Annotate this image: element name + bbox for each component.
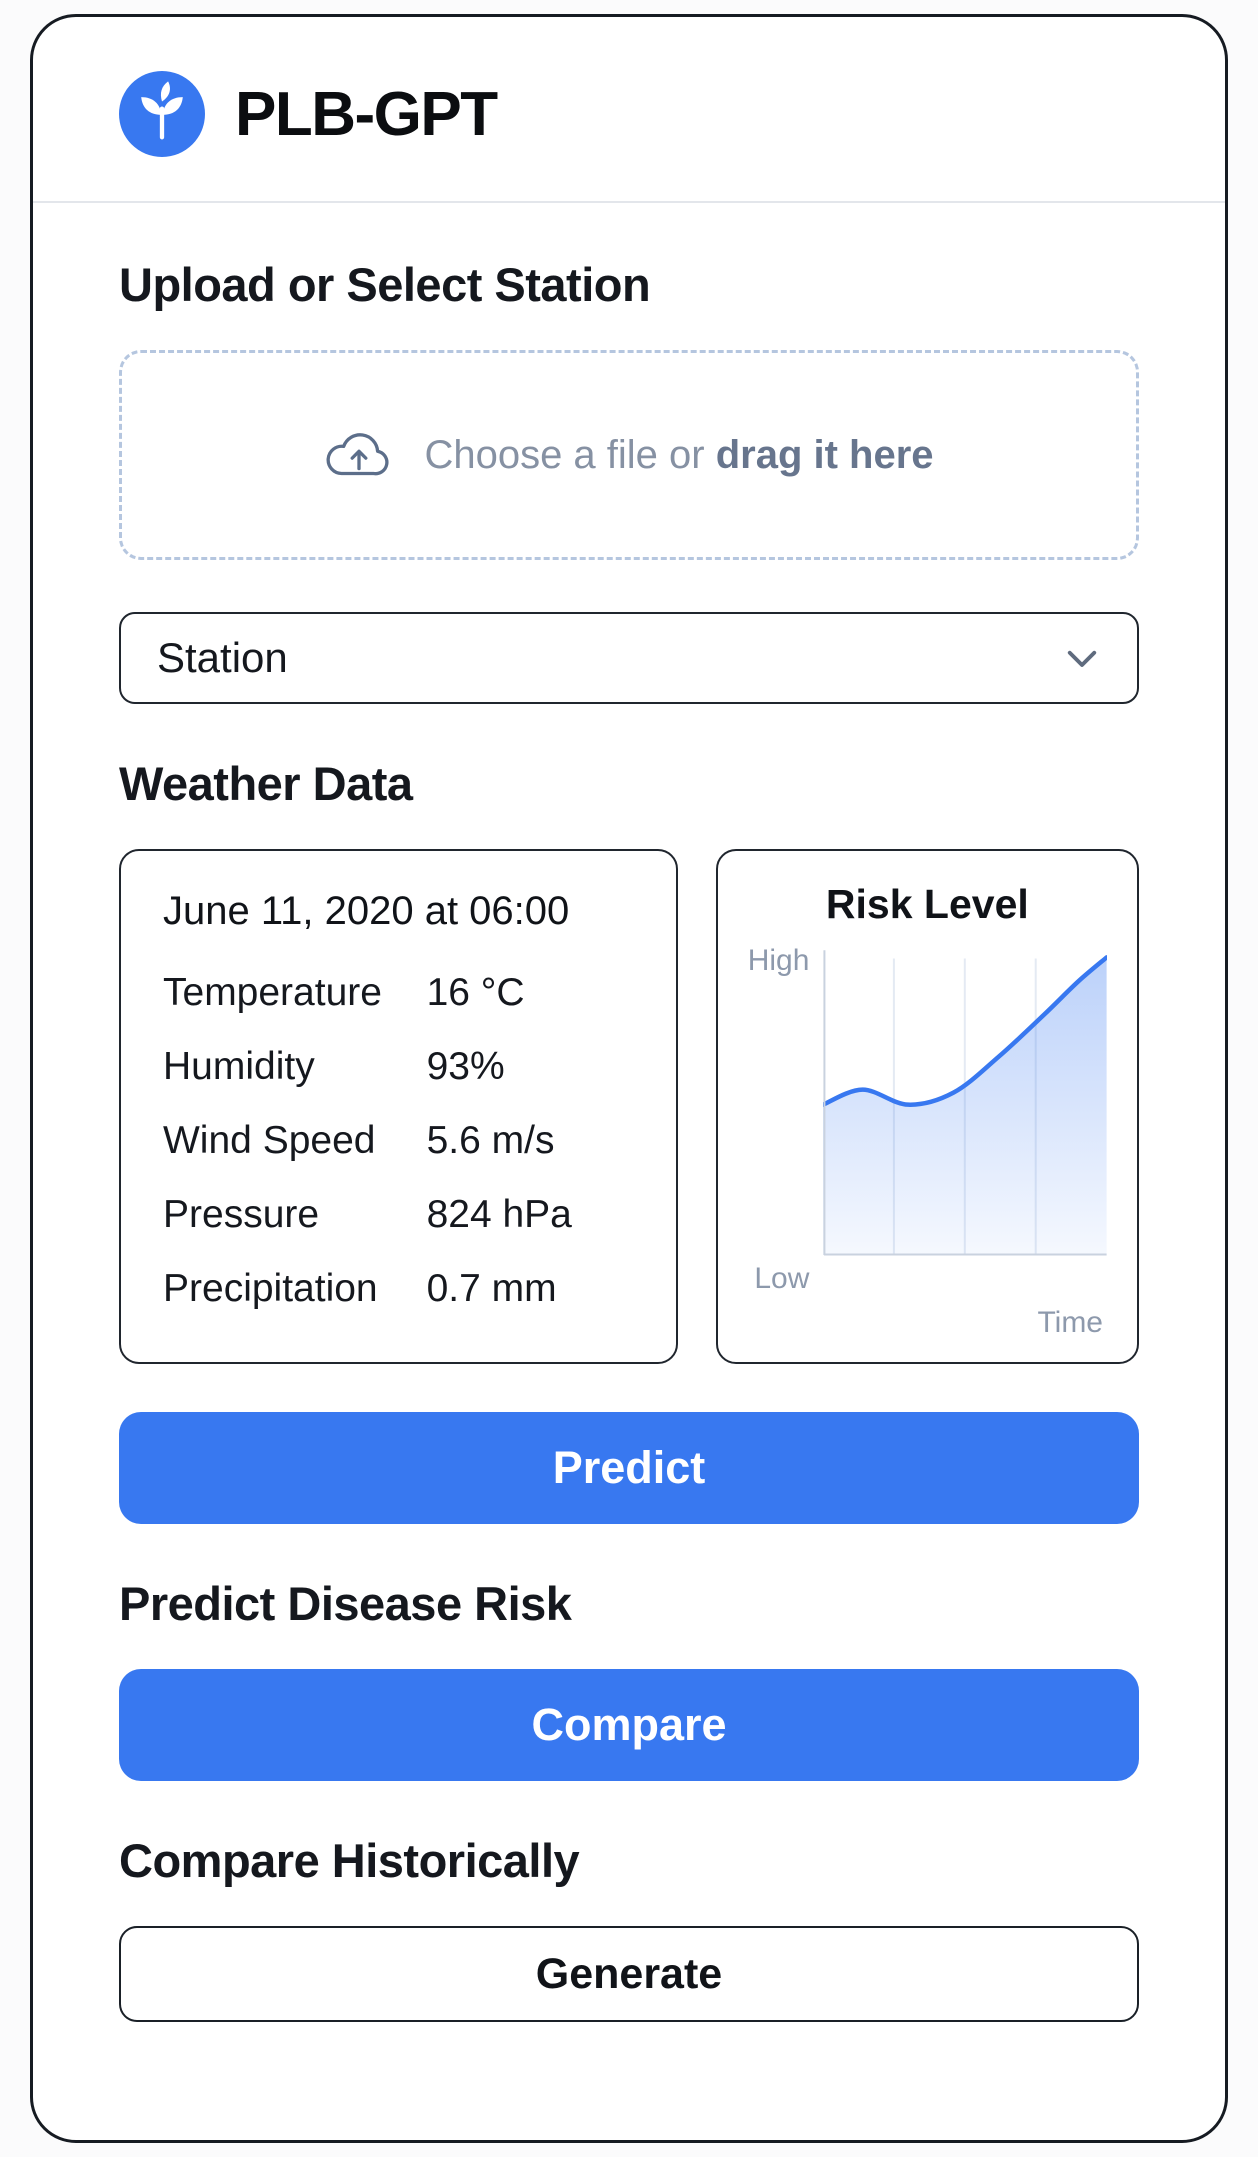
metric-row: Wind Speed 5.6 m/s	[163, 1104, 634, 1178]
dropzone-label: Choose a file or drag it here	[424, 433, 933, 478]
generate-button[interactable]: Generate	[119, 1926, 1139, 2022]
metric-row: Humidity 93%	[163, 1030, 634, 1104]
metric-value: 0.7 mm	[426, 1267, 557, 1310]
cloud-upload-icon	[326, 433, 389, 476]
dropzone-label-bold: drag it here	[715, 432, 934, 477]
compare-section-heading: Compare Historically	[119, 1834, 580, 1887]
x-label-time: Time	[1037, 1306, 1103, 1339]
predict-button[interactable]: Predict	[119, 1412, 1139, 1524]
weather-data-card: June 11, 2020 at 06:00 Temperature 16 °C…	[119, 849, 678, 1364]
y-label-high: High	[747, 944, 810, 977]
file-dropzone[interactable]: Choose a file or drag it here	[119, 350, 1139, 560]
metric-value: 93%	[426, 1045, 505, 1088]
station-select[interactable]: Station	[119, 612, 1139, 704]
app-header: PLB-GPT	[33, 17, 1225, 201]
metric-label: Temperature	[163, 971, 382, 1014]
metric-label: Wind Speed	[163, 1119, 376, 1162]
risk-chart-y-axis: High Low	[748, 944, 824, 1296]
risk-chart-plot	[823, 944, 1107, 1256]
weather-timestamp: June 11, 2020 at 06:00	[163, 889, 570, 933]
station-select-value: Station	[157, 634, 288, 681]
risk-chart: High Low	[748, 944, 1107, 1340]
metric-label: Pressure	[163, 1193, 320, 1236]
risk-area	[823, 957, 1107, 1255]
chevron-down-icon	[1067, 650, 1097, 667]
metric-row: Precipitation 0.7 mm	[163, 1252, 634, 1326]
metric-value: 5.6 m/s	[426, 1119, 555, 1162]
header-divider	[33, 201, 1225, 203]
risk-line	[823, 957, 1107, 1104]
app-logo-plant-icon	[119, 71, 205, 157]
app-title: PLB-GPT	[235, 79, 498, 149]
compare-button[interactable]: Compare	[119, 1669, 1139, 1781]
metric-label: Precipitation	[163, 1267, 378, 1310]
dropzone-label-regular: Choose a file or	[424, 432, 716, 477]
weather-section-heading: Weather Data	[119, 757, 413, 810]
metric-label: Humidity	[163, 1045, 315, 1088]
predict-section-heading: Predict Disease Risk	[119, 1577, 572, 1630]
risk-level-card: Risk Level High Low	[715, 849, 1139, 1364]
y-label-low: Low	[754, 1262, 810, 1295]
metric-row: Pressure 824 hPa	[163, 1178, 634, 1252]
metric-value: 16 °C	[426, 971, 525, 1014]
weather-row: June 11, 2020 at 06:00 Temperature 16 °C…	[119, 849, 1139, 1364]
upload-section-heading: Upload or Select Station	[119, 258, 651, 311]
main-content: Upload or Select Station Choose a file o…	[33, 203, 1225, 2140]
app-card: PLB-GPT Upload or Select Station Choose …	[30, 14, 1228, 2143]
metric-row: Temperature 16 °C	[163, 956, 634, 1030]
risk-chart-title: Risk Level	[825, 881, 1029, 927]
metric-value: 824 hPa	[426, 1193, 572, 1236]
